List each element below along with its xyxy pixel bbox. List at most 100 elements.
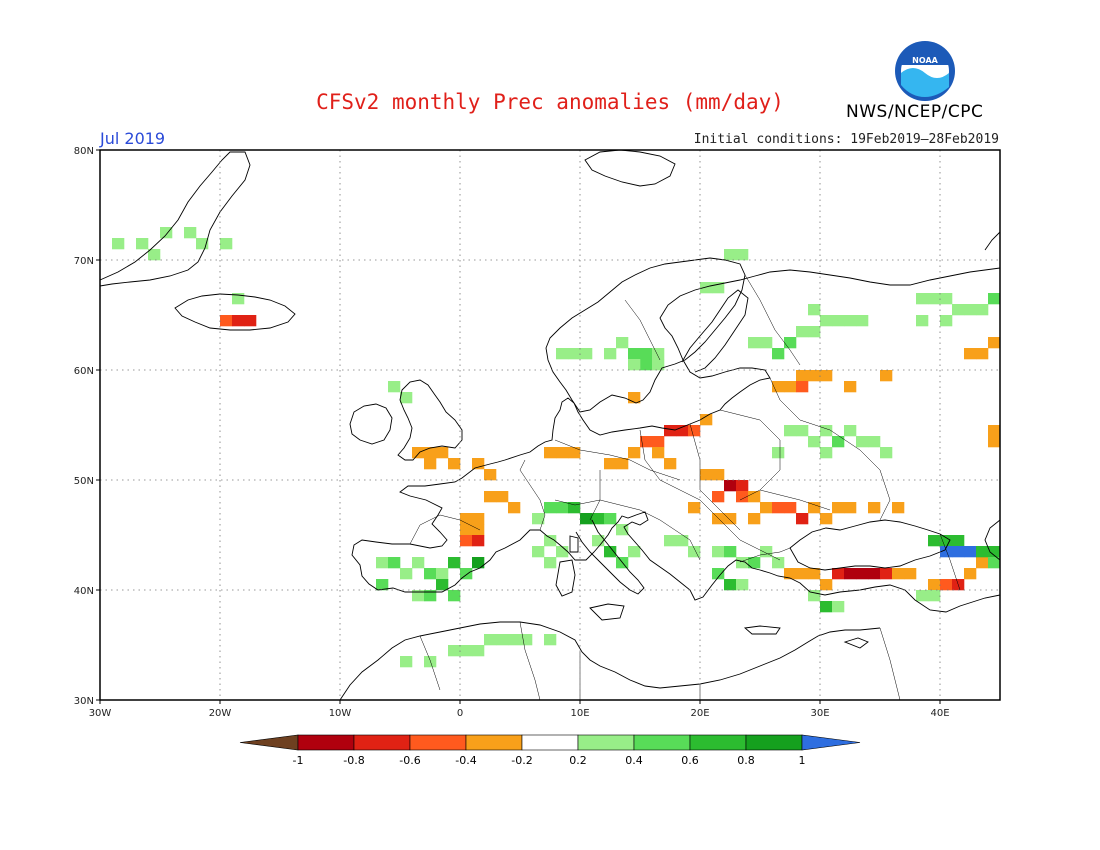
anomaly-cell [796, 513, 809, 525]
anomaly-cell [460, 568, 473, 580]
colorbar: -1 -0.8 -0.6 -0.4 -0.2 0.2 0.4 0.6 0.8 1 [239, 734, 861, 767]
anomaly-cell [232, 315, 245, 327]
anomaly-cell [988, 546, 1001, 558]
anomaly-cell [460, 645, 473, 657]
graticule [100, 150, 1000, 700]
coastline-gulf-bothnia [681, 289, 749, 373]
anomaly-cell [964, 348, 977, 360]
lon-tick-label: 20E [690, 708, 709, 719]
border-line [624, 299, 661, 361]
anomaly-cell [376, 557, 389, 569]
anomaly-cell [472, 513, 485, 525]
anomaly-cell [640, 359, 653, 371]
coastline-scandinavia [545, 257, 746, 413]
anomaly-cell [796, 370, 809, 382]
coastline-ireland [349, 403, 393, 445]
anomaly-cell [472, 458, 485, 470]
colorbar-swatch [577, 734, 635, 751]
anomaly-cell [832, 502, 845, 514]
anomaly-cell [700, 282, 713, 294]
anomaly-cell [484, 634, 497, 646]
anomaly-cell [448, 645, 461, 657]
border-line [409, 514, 481, 545]
anomaly-cell [160, 227, 173, 239]
anomaly-cell [964, 568, 977, 580]
anomaly-cell [784, 381, 797, 393]
border-line [554, 439, 681, 481]
anomaly-cell [940, 546, 953, 558]
anomaly-cell [496, 634, 509, 646]
colorbar-swatch [521, 734, 579, 751]
anomaly-cell [544, 502, 557, 514]
coastline-britain [397, 379, 463, 461]
anomaly-cell [988, 425, 1001, 437]
anomaly-cell [472, 645, 485, 657]
border-line [719, 409, 781, 501]
anomaly-cell [724, 249, 737, 261]
anomaly-cell [736, 491, 749, 503]
anomaly-cell [400, 568, 413, 580]
anomaly-cell [760, 546, 773, 558]
anomaly-cell [976, 557, 989, 569]
anomaly-cell [688, 502, 701, 514]
anomaly-cell [784, 568, 797, 580]
anomaly-cell [580, 513, 593, 525]
border-line [419, 635, 441, 691]
anomaly-cell [448, 590, 461, 602]
border-line [639, 509, 701, 561]
anomaly-cell [964, 546, 977, 558]
anomaly-cell [952, 546, 965, 558]
anomaly-cell [436, 447, 449, 459]
anomaly-cell [556, 348, 569, 360]
lat-tick-label: 60N [74, 366, 94, 377]
lon-tick-label: 30W [89, 708, 112, 719]
colorbar-swatch [689, 734, 747, 751]
anomaly-cell [796, 381, 809, 393]
anomaly-cell [568, 502, 581, 514]
anomaly-cell [940, 535, 953, 547]
anomaly-cell [748, 337, 761, 349]
coastline-black-sea [789, 519, 951, 571]
anomaly-cell [508, 502, 521, 514]
coastline-sicily [589, 603, 625, 621]
anomaly-cell [652, 447, 665, 459]
anomaly-cell [748, 557, 761, 569]
anomaly-cell [652, 359, 665, 371]
border-line [639, 429, 701, 501]
colorbar-label: -0.2 [511, 754, 532, 767]
anomaly-cell [976, 546, 989, 558]
lat-tick-label: 40N [74, 586, 94, 597]
colorbar-label: 0.8 [737, 754, 755, 767]
anomaly-cell [808, 436, 821, 448]
initial-conditions: Initial conditions: 19Feb2019–28Feb2019 [693, 132, 999, 147]
anomaly-cell [688, 546, 701, 558]
anomaly-cell [796, 326, 809, 338]
anomaly-cell [400, 656, 413, 668]
lon-tick-label: 40E [930, 708, 949, 719]
anomaly-cell [664, 425, 677, 437]
anomaly-cell [952, 535, 965, 547]
anomaly-cell [832, 601, 845, 613]
anomaly-cell [136, 238, 149, 250]
anomaly-cell [940, 315, 953, 327]
noaa-logo-label: NOAA [912, 56, 938, 65]
forecast-month: Jul 2019 [100, 129, 166, 148]
anomaly-cell [640, 348, 653, 360]
colorbar-swatch [409, 734, 467, 751]
anomaly-cell [844, 502, 857, 514]
anomaly-cell [112, 238, 125, 250]
colorbar-label: 0.2 [569, 754, 587, 767]
anomaly-cell [628, 392, 641, 404]
anomaly-cell [652, 348, 665, 360]
anomaly-cell [628, 359, 641, 371]
anomaly-cell [808, 304, 821, 316]
anomaly-cell [460, 513, 473, 525]
anomaly-cell [880, 370, 893, 382]
anomaly-cell [748, 513, 761, 525]
colorbar-high-arrow [801, 734, 861, 751]
anomaly-cell [952, 304, 965, 316]
anomaly-cell [196, 238, 209, 250]
anomaly-cell [448, 557, 461, 569]
colorbar-label: -0.6 [399, 754, 420, 767]
